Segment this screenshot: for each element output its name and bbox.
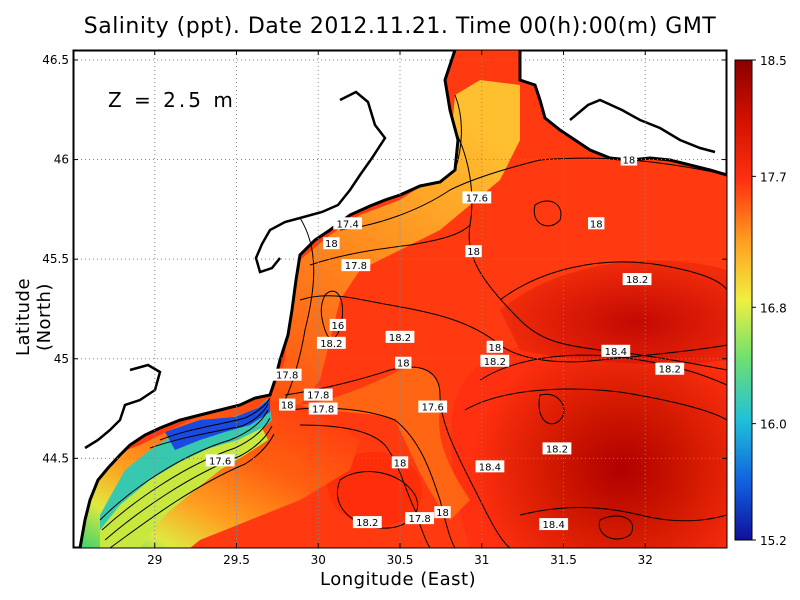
svg-text:18: 18 bbox=[394, 458, 407, 469]
x-axis-title: Longitude (East) bbox=[320, 569, 477, 590]
contour-label: 18.2 bbox=[542, 442, 572, 455]
coastline-detail-2 bbox=[84, 363, 162, 450]
svg-text:18: 18 bbox=[467, 247, 480, 258]
svg-text:18.4: 18.4 bbox=[479, 462, 501, 473]
contour-label: 18 bbox=[323, 237, 340, 250]
y-tick-label: 45 bbox=[54, 352, 69, 366]
x-tick-label: 30 bbox=[311, 553, 326, 567]
contour-label: 17.6 bbox=[205, 454, 235, 467]
y-tick-label: 45.5 bbox=[42, 252, 69, 266]
colorbar-tick-label: 15.2 bbox=[760, 534, 787, 548]
x-tick-label: 31 bbox=[474, 553, 489, 567]
contour-label: 17.8 bbox=[303, 388, 333, 402]
x-tick-label: 31.5 bbox=[550, 553, 577, 567]
svg-text:18.2: 18.2 bbox=[626, 275, 648, 286]
svg-text:18.2: 18.2 bbox=[484, 357, 506, 368]
svg-text:17.8: 17.8 bbox=[307, 391, 329, 402]
contour-label: 18 bbox=[434, 506, 451, 519]
svg-text:17.8: 17.8 bbox=[408, 514, 430, 525]
x-tick-label: 29 bbox=[147, 553, 162, 567]
contour-label: 17.6 bbox=[462, 191, 492, 204]
contour-label: 18.2 bbox=[385, 330, 415, 344]
svg-text:18.2: 18.2 bbox=[659, 365, 681, 376]
svg-text:17.6: 17.6 bbox=[422, 403, 444, 414]
coastline-detail bbox=[254, 90, 387, 274]
colorbar-tick-label: 16.8 bbox=[760, 301, 787, 315]
contour-label: 18 bbox=[588, 217, 605, 230]
svg-text:17.8: 17.8 bbox=[276, 371, 298, 382]
y-tick-label: 46 bbox=[54, 153, 69, 167]
svg-text:18: 18 bbox=[397, 359, 410, 370]
contour-label: 18 bbox=[486, 340, 504, 354]
contour-label: 17.8 bbox=[341, 259, 371, 272]
contour-label: 18.2 bbox=[352, 516, 382, 529]
svg-text:17.6: 17.6 bbox=[466, 193, 488, 204]
svg-text:18.2: 18.2 bbox=[546, 444, 568, 455]
colorbar-tick-label: 17.7 bbox=[760, 170, 787, 184]
contour-label: 18.2 bbox=[316, 336, 346, 350]
colorbar-tick-label: 16.0 bbox=[760, 418, 787, 432]
svg-text:18: 18 bbox=[623, 156, 636, 167]
colorbar bbox=[734, 59, 753, 541]
contour-label: 18.4 bbox=[475, 460, 505, 473]
svg-text:18.2: 18.2 bbox=[320, 339, 342, 350]
contour-label: 16 bbox=[329, 318, 347, 332]
contour-label: 17.8 bbox=[272, 368, 302, 382]
contour-label: 18.2 bbox=[480, 354, 510, 368]
contour-label: 18 bbox=[395, 356, 412, 370]
svg-text:17.6: 17.6 bbox=[209, 456, 231, 467]
chart-title: Salinity (ppt). Date 2012.11.21. Time 00… bbox=[83, 14, 717, 39]
land-northeast bbox=[518, 50, 727, 177]
x-tick-label: 29.5 bbox=[223, 553, 250, 567]
svg-text:18: 18 bbox=[281, 401, 294, 412]
svg-text:18: 18 bbox=[590, 219, 603, 230]
svg-text:18.4: 18.4 bbox=[605, 347, 627, 358]
contour-label: 17.4 bbox=[333, 217, 363, 230]
svg-text:17.8: 17.8 bbox=[312, 405, 334, 416]
contour-label: 18.2 bbox=[622, 273, 652, 286]
colorbar-tick-label: 18.5 bbox=[760, 54, 787, 68]
contour-label: 17.8 bbox=[308, 402, 338, 416]
contour-label: 18.4 bbox=[601, 344, 631, 358]
depth-label: Z = 2.5 m bbox=[108, 88, 236, 112]
svg-text:18: 18 bbox=[488, 343, 501, 354]
svg-text:18: 18 bbox=[325, 239, 338, 250]
contour-label: 18 bbox=[391, 456, 409, 469]
contour-label: 18 bbox=[465, 245, 482, 258]
y-tick-label: 46.5 bbox=[42, 53, 69, 67]
svg-text:18.4: 18.4 bbox=[543, 520, 565, 531]
y-axis-title: Latitude (North) bbox=[13, 277, 55, 357]
contour-label: 18 bbox=[278, 398, 296, 412]
x-tick-label: 30.5 bbox=[387, 553, 414, 567]
grid-lines bbox=[73, 50, 727, 548]
coastline-detail-3 bbox=[569, 98, 716, 154]
svg-text:18.2: 18.2 bbox=[356, 518, 378, 529]
x-tick-label: 32 bbox=[638, 553, 653, 567]
contour-label: 18.2 bbox=[655, 362, 685, 376]
svg-text:18: 18 bbox=[436, 508, 449, 519]
svg-text:17.4: 17.4 bbox=[337, 219, 359, 230]
high-salinity-east bbox=[500, 260, 727, 365]
contour-label: 18.4 bbox=[539, 518, 569, 531]
svg-text:16: 16 bbox=[332, 321, 345, 332]
y-tick-label: 44.5 bbox=[42, 451, 69, 465]
contour-label: 18 bbox=[620, 153, 638, 167]
svg-text:17.8: 17.8 bbox=[345, 261, 367, 272]
contour-label: 17.6 bbox=[418, 400, 448, 414]
high-salinity-south bbox=[327, 451, 422, 526]
svg-text:18.2: 18.2 bbox=[389, 333, 411, 344]
contour-label: 17.8 bbox=[405, 512, 435, 525]
